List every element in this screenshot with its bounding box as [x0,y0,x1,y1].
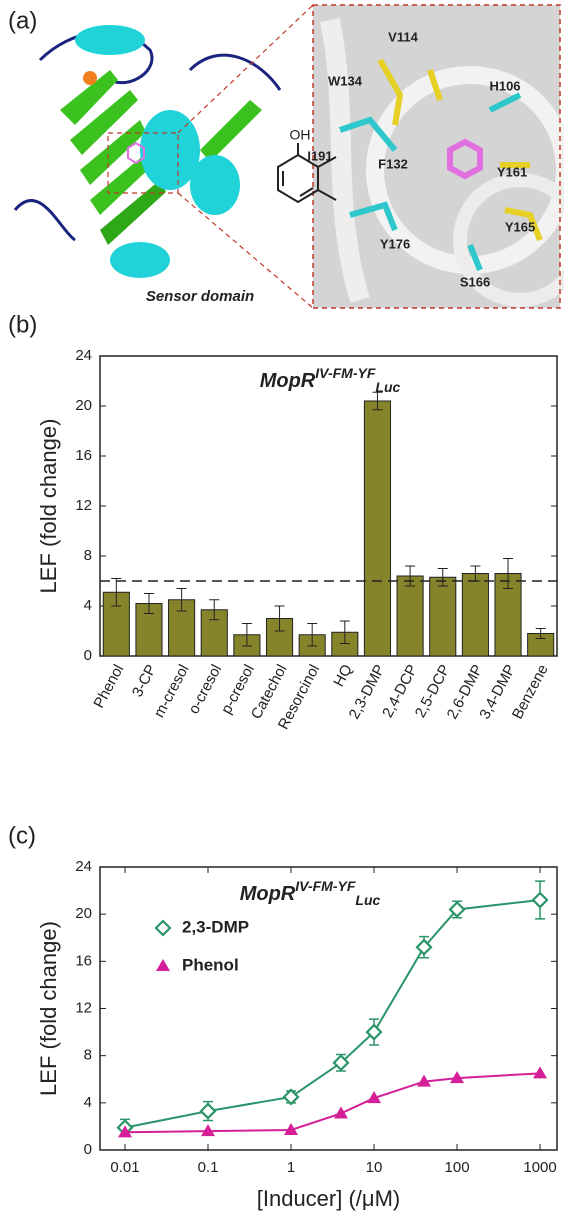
title-main: MopR [260,370,316,392]
y-tick-label: 12 [75,497,92,514]
marker [533,1066,547,1078]
x-tick-label: 0.01 [110,1159,139,1176]
x-tick-label: 3-CP [129,662,160,700]
y-tick-label: 8 [84,1047,92,1064]
x-tick-label: 10 [366,1159,383,1176]
marker [334,1106,348,1118]
x-axis-label: [Inducer] (/μM) [257,1186,400,1211]
structure-atom: OH [290,127,311,143]
y-tick-label: 20 [75,905,92,922]
bar [364,401,390,656]
residue-label: F132 [378,156,408,171]
residue-label: Y165 [505,219,535,234]
caption: Sensor domain [146,288,254,305]
figure: OH (a) Sensor domain V114 W134 H106 I191 F132 Y… [0,0,564,1211]
panel-label: (a) [8,7,37,34]
y-tick-label: 8 [84,547,92,564]
title-main: MopR [240,883,296,905]
marker [284,1090,298,1104]
title-superscript: IV-FM-YF [315,365,376,381]
title-subscript: Luc [355,892,380,908]
y-tick-label: 12 [75,999,92,1016]
y-tick-label: 24 [75,858,92,875]
legend-label: Phenol [182,955,239,974]
residue-label: V114 [388,29,418,44]
residue-label: W134 [328,73,363,88]
residue-label: Y161 [497,164,527,179]
y-tick-label: 4 [84,1094,92,1111]
bar [462,574,488,657]
y-axis-label: LEF (fold change) [36,419,61,594]
plot-frame [100,867,557,1150]
series-line [125,1073,540,1132]
bar [397,576,423,656]
residue-label: Y176 [380,236,410,251]
x-tick-label: 1000 [523,1159,556,1176]
zoom-view [313,5,564,308]
legend-label: 2,3-DMP [182,917,249,936]
panel-label: (b) [8,311,37,338]
residue-label: I191 [307,148,332,163]
title-superscript: IV-FM-YF [295,878,356,894]
residue-label: H106 [489,78,520,93]
marker [156,921,170,935]
y-tick-label: 16 [75,952,92,969]
marker [533,893,547,907]
residue-label: S166 [460,274,490,289]
y-tick-label: 24 [75,347,92,364]
y-tick-label: 0 [84,647,92,664]
y-axis-label: LEF (fold change) [36,921,61,1096]
bar [430,577,456,656]
y-tick-label: 4 [84,597,92,614]
chart-title: MopRIV-FM-YFLuc [240,878,381,908]
marker [156,959,170,971]
y-tick-label: 0 [84,1141,92,1158]
x-tick-label: 0.1 [198,1159,219,1176]
y-tick-label: 20 [75,397,92,414]
panel-label: (c) [8,822,36,849]
protein-structure [15,5,313,308]
chart-title: MopRIV-FM-YFLuc [260,365,401,395]
marker [201,1104,215,1118]
x-tick-label: 100 [445,1159,470,1176]
y-tick-label: 16 [75,447,92,464]
x-tick-label: 1 [287,1159,295,1176]
x-tick-label: HQ [330,662,356,690]
x-tick-label: Phenol [90,662,127,711]
